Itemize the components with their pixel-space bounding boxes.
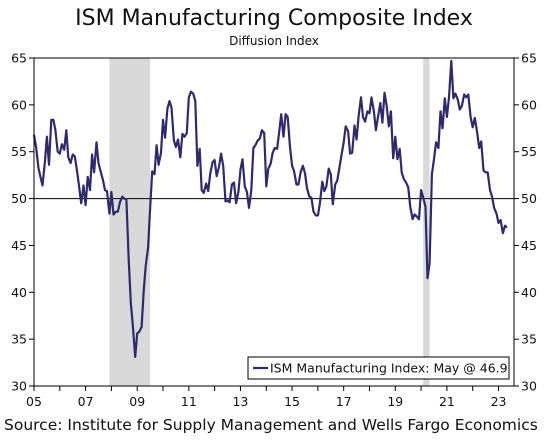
x-axis: 05 07 09 11 13 15 17 19 21 23 <box>26 386 506 409</box>
x-tick-label-21: 21 <box>439 394 455 409</box>
recession-band-1 <box>109 58 151 386</box>
y-tick-label-right-30: 30 <box>521 379 537 394</box>
y-tick-label-right-50: 50 <box>521 191 537 206</box>
y-tick-label-left-65: 65 <box>11 51 27 66</box>
y-tick-label-right-40: 40 <box>521 285 537 300</box>
x-tick-label-09: 09 <box>129 394 145 409</box>
x-tick-label-17: 17 <box>336 394 352 409</box>
y-tick-label-left-60: 60 <box>11 97 27 112</box>
x-tick-label-07: 07 <box>78 394 94 409</box>
y-tick-label-right-60: 60 <box>521 97 537 112</box>
legend-box <box>247 356 510 380</box>
y-tick-label-right-45: 45 <box>521 238 537 253</box>
legend: ISM Manufacturing Index: May @ 46.9 <box>247 356 510 380</box>
x-tick-label-23: 23 <box>491 394 507 409</box>
y-tick-label-left-35: 35 <box>11 332 27 347</box>
source-note: Source: Institute for Supply Management … <box>4 416 538 434</box>
y-tick-label-right-35: 35 <box>521 332 537 347</box>
series-line-ism <box>32 59 508 358</box>
y-tick-label-left-50: 50 <box>11 191 27 206</box>
y-tick-label-right-55: 55 <box>521 144 537 159</box>
y-tick-label-left-55: 55 <box>11 144 27 159</box>
x-tick-label-15: 15 <box>284 394 300 409</box>
x-tick-label-13: 13 <box>232 394 248 409</box>
plot-frame <box>33 57 515 387</box>
chart-subtitle: Diffusion Index <box>229 34 319 48</box>
y-axis-right: 30 35 40 45 50 55 60 65 <box>514 51 537 394</box>
x-tick-label-05: 05 <box>26 394 42 409</box>
y-tick-label-left-40: 40 <box>11 285 27 300</box>
x-tick-label-11: 11 <box>181 394 197 409</box>
y-tick-label-left-45: 45 <box>11 238 27 253</box>
legend-label: ISM Manufacturing Index: May @ 46.9 <box>270 361 508 376</box>
y-axis-left: 30 35 40 45 50 55 60 65 <box>11 51 34 394</box>
y-tick-label-left-30: 30 <box>11 379 27 394</box>
chart-title: ISM Manufacturing Composite Index <box>75 6 473 31</box>
y-tick-label-right-65: 65 <box>521 51 537 66</box>
x-tick-label-19: 19 <box>387 394 403 409</box>
